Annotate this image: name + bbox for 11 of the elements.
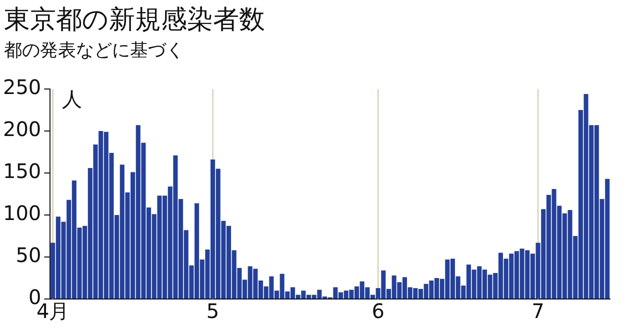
y-tick-label: 50 — [16, 243, 42, 268]
x-tick-label: 6 — [372, 299, 384, 324]
y-tick-label: 150 — [2, 159, 42, 184]
x-tick-label: 7 — [532, 299, 544, 324]
y-tick-label: 100 — [2, 201, 42, 226]
chart-title: 東京都の新規感染者数 — [4, 4, 265, 37]
x-tick-label: 5 — [206, 299, 220, 324]
y-tick-label: 250 — [2, 75, 42, 100]
chart-subtitle: 都の発表などに基づく — [4, 39, 184, 62]
y-axis-title: 人 — [62, 87, 82, 112]
y-tick-label: 200 — [2, 117, 42, 142]
